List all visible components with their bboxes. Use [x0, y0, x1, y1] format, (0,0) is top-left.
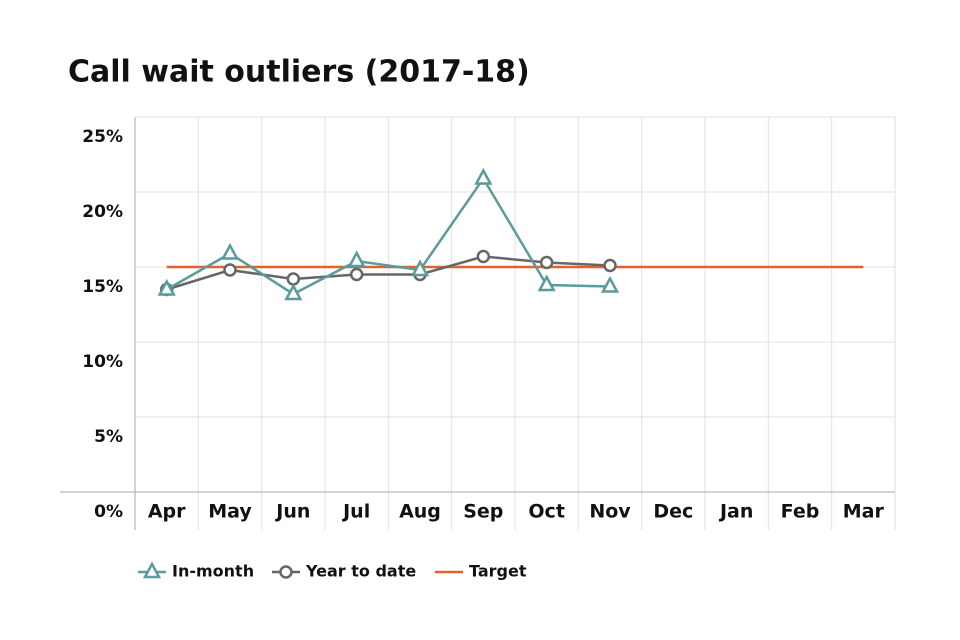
y-tick-label: 0% — [94, 502, 123, 522]
x-tick-label: Nov — [589, 501, 631, 523]
x-tick-label: Aug — [399, 501, 441, 523]
x-tick-label: May — [208, 501, 252, 523]
x-tick-label: Feb — [781, 501, 820, 523]
marker — [474, 167, 493, 185]
legend-label: In-month — [172, 562, 254, 581]
marker — [539, 255, 554, 270]
legend-label: Target — [469, 562, 527, 581]
y-tick-label: 15% — [82, 277, 123, 297]
series-line — [166, 255, 611, 291]
marker — [600, 275, 620, 293]
marker — [537, 274, 556, 292]
x-tick-label: Jun — [274, 501, 310, 523]
y-tick-label: 5% — [94, 427, 123, 447]
x-tick-label: Oct — [528, 501, 565, 523]
x-tick-label: Mar — [843, 501, 885, 523]
marker — [220, 242, 240, 260]
marker — [347, 250, 366, 268]
marker — [279, 565, 293, 579]
chart-title: Call wait outliers (2017-18) — [68, 55, 530, 90]
marker — [286, 272, 301, 286]
series-line — [166, 176, 611, 296]
y-tick-label: 10% — [82, 352, 123, 372]
marker — [603, 258, 617, 273]
y-tick-label: 20% — [82, 202, 123, 222]
x-tick-label: Sep — [463, 501, 503, 523]
marker — [142, 561, 162, 579]
marker — [476, 249, 491, 264]
marker — [284, 283, 303, 301]
marker — [223, 263, 237, 277]
x-tick-label: Jul — [341, 501, 370, 523]
x-tick-label: Dec — [653, 501, 693, 523]
x-tick-label: Apr — [148, 501, 186, 523]
x-tick-label: Jan — [718, 501, 753, 523]
y-tick-label: 25% — [82, 127, 123, 147]
marker — [157, 278, 176, 296]
marker — [410, 259, 430, 277]
legend-label: Year to date — [305, 562, 416, 581]
marker — [349, 267, 364, 282]
